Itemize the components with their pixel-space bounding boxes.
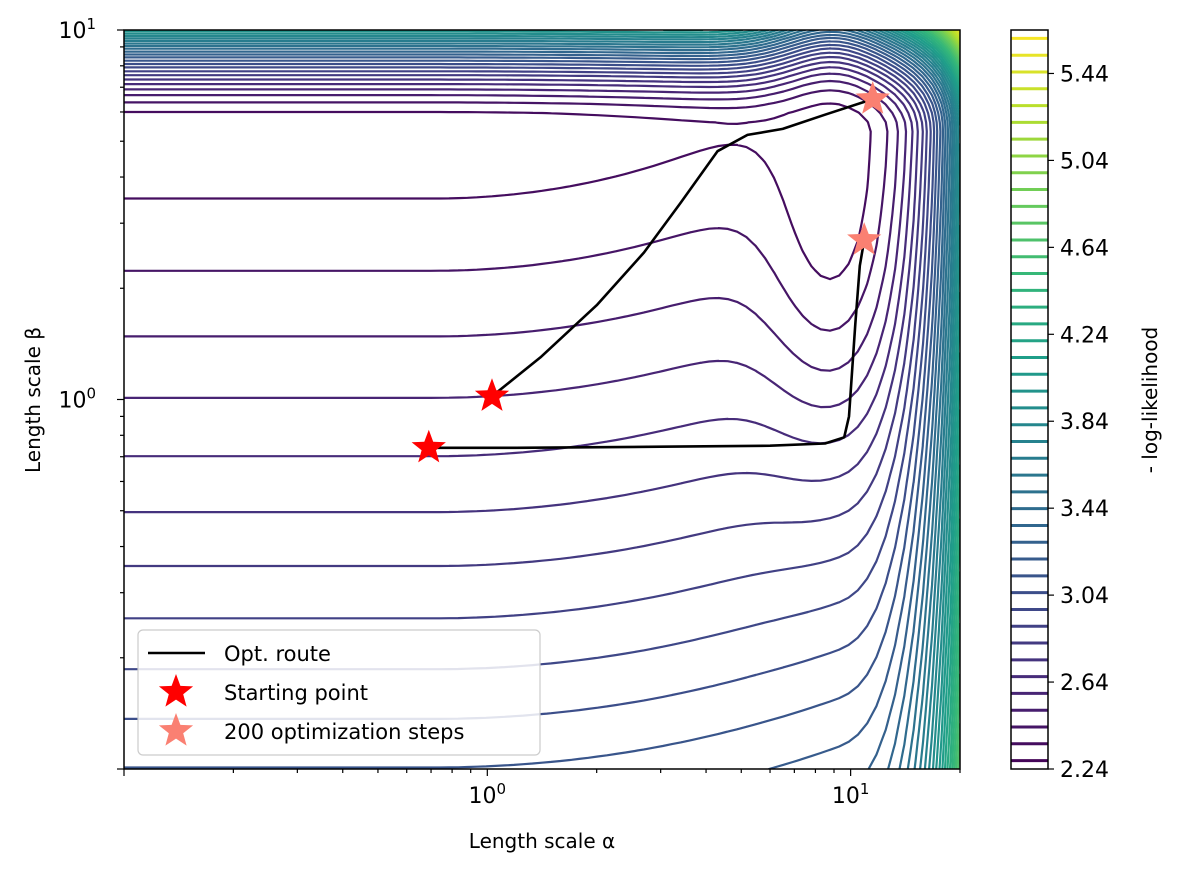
contour-level [124, 102, 872, 281]
legend-star-swatch [158, 713, 194, 746]
contour-level [124, 30, 947, 769]
contour-level [124, 72, 908, 409]
x-tick-label: 100 [469, 780, 507, 809]
y-tick-label: 100 [58, 385, 96, 414]
contour-level [124, 30, 958, 769]
contour-level [953, 30, 960, 38]
contour-level [124, 51, 928, 620]
route-line [428, 239, 866, 450]
x-tick-label: 101 [832, 780, 870, 809]
x-axis-ticks: 100 101 [123, 769, 961, 809]
contour-level [124, 55, 924, 568]
legend: Opt. route Starting point 200 optimization… [137, 629, 541, 756]
colorbar: 2.24 2.64 3.04 3.44 3.84 4.24 4.64 5.04 5.44 - lo… [1010, 29, 1162, 783]
legend-box [137, 629, 541, 756]
contour-level [124, 79, 899, 372]
legend-label: Opt. route [224, 642, 331, 666]
contour-level [124, 60, 919, 514]
contour-level [124, 30, 952, 769]
y-axis-ticks: 100 101 [58, 15, 124, 770]
contour-level [944, 30, 960, 49]
contour-level [939, 30, 960, 55]
contour-level [662, 30, 960, 769]
start-point-star [411, 429, 446, 463]
colorbar-tick-label: 3.44 [1060, 497, 1109, 522]
colorbar-tick-label: 3.84 [1060, 410, 1109, 435]
route-line [491, 97, 874, 398]
y-axis-label: Length scale β [21, 327, 45, 473]
y-tick-label: 101 [58, 15, 96, 44]
contour-level [912, 30, 960, 769]
contour-level [124, 30, 954, 769]
colorbar-label: - log-likelihood [1138, 327, 1162, 474]
end-point-star [855, 81, 890, 114]
contour-level [124, 30, 960, 769]
legend-label: 200 optimization steps [224, 720, 464, 744]
colorbar-tick-label: 4.64 [1060, 236, 1109, 261]
colorbar-tick-label: 2.64 [1060, 671, 1109, 696]
x-axis-label: Length scale α [469, 829, 615, 853]
contour-level [936, 30, 960, 58]
contour-level [124, 30, 960, 769]
contour-level [124, 30, 950, 769]
legend-star-swatch [158, 674, 194, 707]
colorbar-tick-label: 5.04 [1060, 149, 1109, 174]
contour-level [124, 33, 945, 769]
contour-level [124, 89, 889, 332]
contour-level [124, 47, 932, 671]
contour-level [124, 30, 956, 769]
start-point-star [474, 378, 510, 411]
colorbar-tick-label: 3.04 [1060, 584, 1109, 609]
optimization-routes [428, 97, 874, 450]
colorbar-frame [1010, 29, 1049, 770]
end-point-star [847, 222, 882, 255]
colorbar-tick-label: 2.24 [1060, 758, 1109, 783]
contour-level [124, 40, 939, 769]
colorbar-tick-label: 4.24 [1060, 323, 1109, 348]
colorbar-tick-label: 5.44 [1060, 62, 1109, 87]
route-markers [411, 81, 890, 463]
legend-label: Starting point [224, 681, 368, 705]
